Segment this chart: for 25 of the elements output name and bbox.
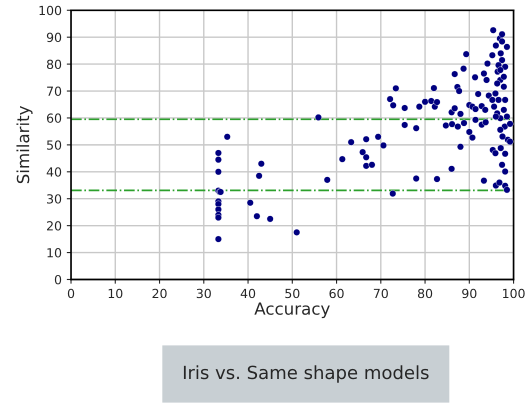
- y-tick-label: 90: [46, 32, 62, 42]
- x-tick-label: 20: [152, 288, 167, 298]
- x-tick-label: 70: [374, 288, 388, 298]
- y-tick-label: 60: [46, 113, 62, 123]
- y-tick-label: 40: [46, 167, 62, 177]
- x-tick-label: 10: [108, 288, 122, 298]
- x-axis-title: Accuracy: [254, 302, 330, 318]
- y-tick-label: 10: [47, 248, 62, 258]
- x-tick-label: 40: [240, 288, 256, 298]
- y-axis-title: Similarity: [16, 106, 33, 184]
- x-tick-label: 50: [285, 288, 300, 298]
- x-tick-label: 80: [418, 288, 432, 298]
- y-tick-label: 50: [47, 140, 62, 150]
- y-tick-label: 80: [46, 60, 62, 70]
- x-tick-label: 100: [503, 288, 525, 298]
- y-tick-label: 100: [40, 6, 62, 16]
- y-tick-label: 20: [47, 221, 62, 231]
- y-tick-label: 30: [47, 194, 62, 204]
- y-tick-label: 0: [54, 274, 62, 284]
- x-tick-label: 90: [462, 288, 476, 298]
- x-tick-label: 60: [329, 288, 344, 298]
- x-tick-label: 30: [196, 288, 211, 298]
- text: Iris vs. Same shape models: [184, 365, 429, 383]
- y-tick-label: 70: [47, 86, 62, 96]
- x-tick-label: 0: [68, 288, 74, 298]
